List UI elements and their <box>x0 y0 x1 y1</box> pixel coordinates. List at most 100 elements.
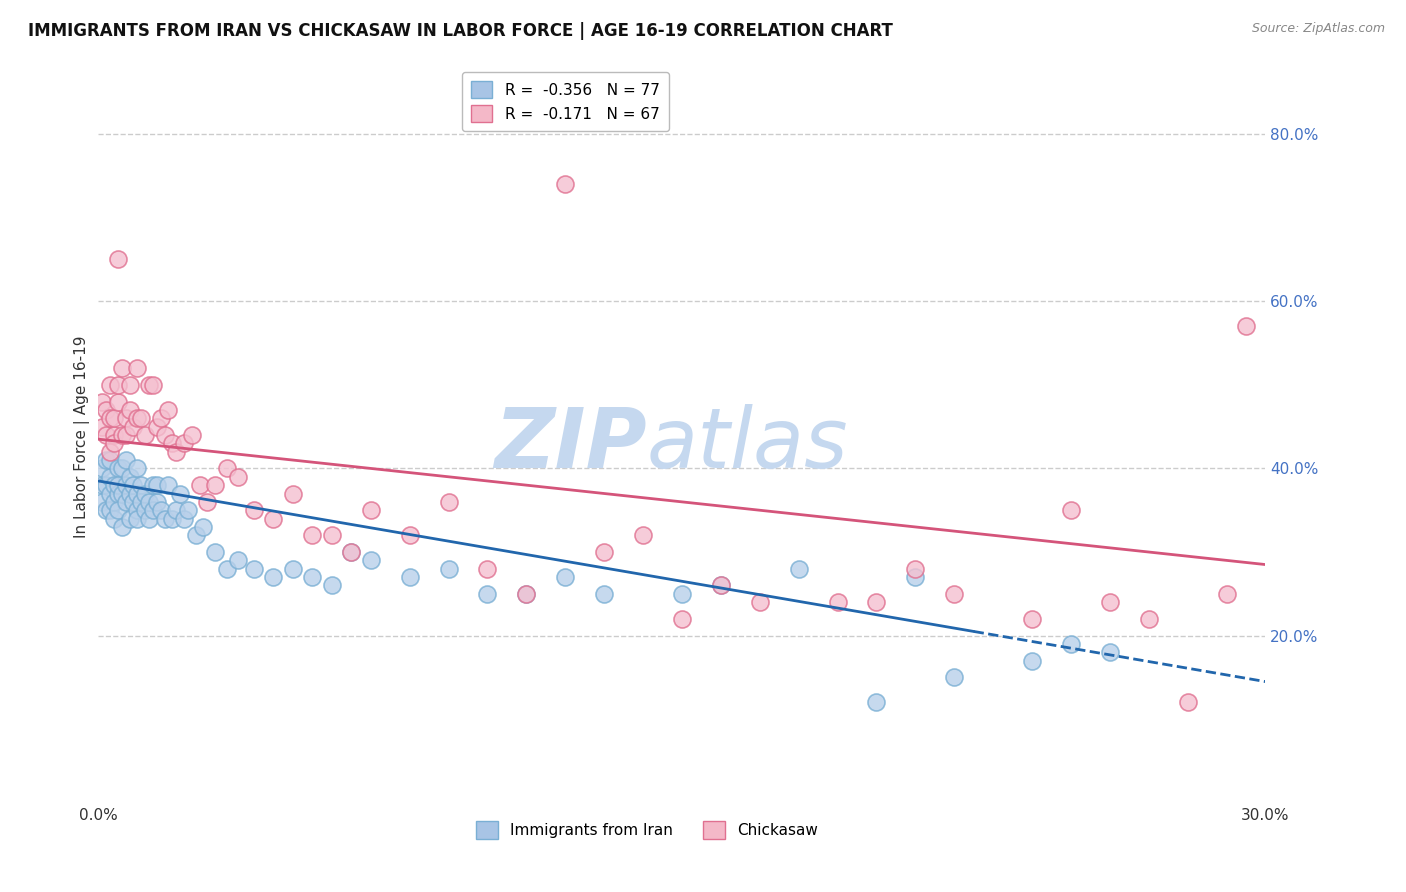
Point <box>281 486 304 500</box>
Point <box>146 419 169 434</box>
Point <box>149 503 172 517</box>
Point <box>103 495 125 509</box>
Point <box>103 428 125 442</box>
Point <box>118 377 141 392</box>
Point <box>107 486 129 500</box>
Point <box>96 403 118 417</box>
Point <box>107 394 129 409</box>
Point <box>98 503 121 517</box>
Point <box>122 419 145 434</box>
Text: Source: ZipAtlas.com: Source: ZipAtlas.com <box>1251 22 1385 36</box>
Point <box>134 486 156 500</box>
Point <box>91 394 114 409</box>
Point <box>515 587 537 601</box>
Point <box>103 411 125 425</box>
Point <box>1177 696 1199 710</box>
Point <box>98 453 121 467</box>
Point <box>153 428 176 442</box>
Point <box>943 670 966 684</box>
Point <box>96 453 118 467</box>
Point <box>103 511 125 525</box>
Point <box>554 178 576 192</box>
Point <box>157 478 180 492</box>
Point <box>671 587 693 601</box>
Point <box>301 570 323 584</box>
Point <box>142 377 165 392</box>
Point <box>122 495 145 509</box>
Point <box>904 562 927 576</box>
Point <box>1060 637 1083 651</box>
Point <box>710 578 733 592</box>
Point <box>1234 319 1257 334</box>
Point <box>437 562 460 576</box>
Point <box>262 511 284 525</box>
Point <box>103 478 125 492</box>
Point <box>129 495 152 509</box>
Point <box>165 503 187 517</box>
Point <box>157 403 180 417</box>
Point <box>114 428 136 442</box>
Point <box>111 461 134 475</box>
Point <box>153 511 176 525</box>
Point <box>162 436 184 450</box>
Point <box>98 411 121 425</box>
Point <box>1098 645 1121 659</box>
Point <box>943 587 966 601</box>
Point <box>398 528 420 542</box>
Point <box>515 587 537 601</box>
Point <box>360 553 382 567</box>
Point <box>142 478 165 492</box>
Point <box>165 444 187 458</box>
Point <box>243 562 266 576</box>
Point <box>142 503 165 517</box>
Point <box>243 503 266 517</box>
Point <box>107 503 129 517</box>
Point <box>91 478 114 492</box>
Point <box>340 545 363 559</box>
Text: ZIP: ZIP <box>495 404 647 485</box>
Point <box>114 411 136 425</box>
Point <box>195 495 218 509</box>
Point <box>1215 587 1237 601</box>
Point <box>149 411 172 425</box>
Point <box>281 562 304 576</box>
Point <box>114 478 136 492</box>
Point <box>118 470 141 484</box>
Point <box>865 696 887 710</box>
Text: atlas: atlas <box>647 404 849 485</box>
Point <box>118 511 141 525</box>
Point <box>398 570 420 584</box>
Point <box>122 478 145 492</box>
Point <box>114 453 136 467</box>
Point <box>127 486 149 500</box>
Point <box>162 511 184 525</box>
Point <box>437 495 460 509</box>
Point <box>111 428 134 442</box>
Point <box>1021 654 1043 668</box>
Point <box>204 545 226 559</box>
Point <box>146 495 169 509</box>
Point <box>127 361 149 376</box>
Y-axis label: In Labor Force | Age 16-19: In Labor Force | Age 16-19 <box>75 335 90 539</box>
Point <box>262 570 284 584</box>
Point <box>748 595 770 609</box>
Point <box>827 595 849 609</box>
Point <box>96 478 118 492</box>
Text: IMMIGRANTS FROM IRAN VS CHICKASAW IN LABOR FORCE | AGE 16-19 CORRELATION CHART: IMMIGRANTS FROM IRAN VS CHICKASAW IN LAB… <box>28 22 893 40</box>
Point <box>111 361 134 376</box>
Point <box>904 570 927 584</box>
Point <box>787 562 810 576</box>
Point <box>301 528 323 542</box>
Point <box>1098 595 1121 609</box>
Legend: Immigrants from Iran, Chickasaw: Immigrants from Iran, Chickasaw <box>468 814 825 847</box>
Point <box>127 503 149 517</box>
Point <box>98 470 121 484</box>
Point <box>184 528 207 542</box>
Point <box>107 377 129 392</box>
Point <box>173 436 195 450</box>
Point <box>321 528 343 542</box>
Point <box>138 511 160 525</box>
Point <box>111 520 134 534</box>
Point <box>228 553 250 567</box>
Point <box>340 545 363 559</box>
